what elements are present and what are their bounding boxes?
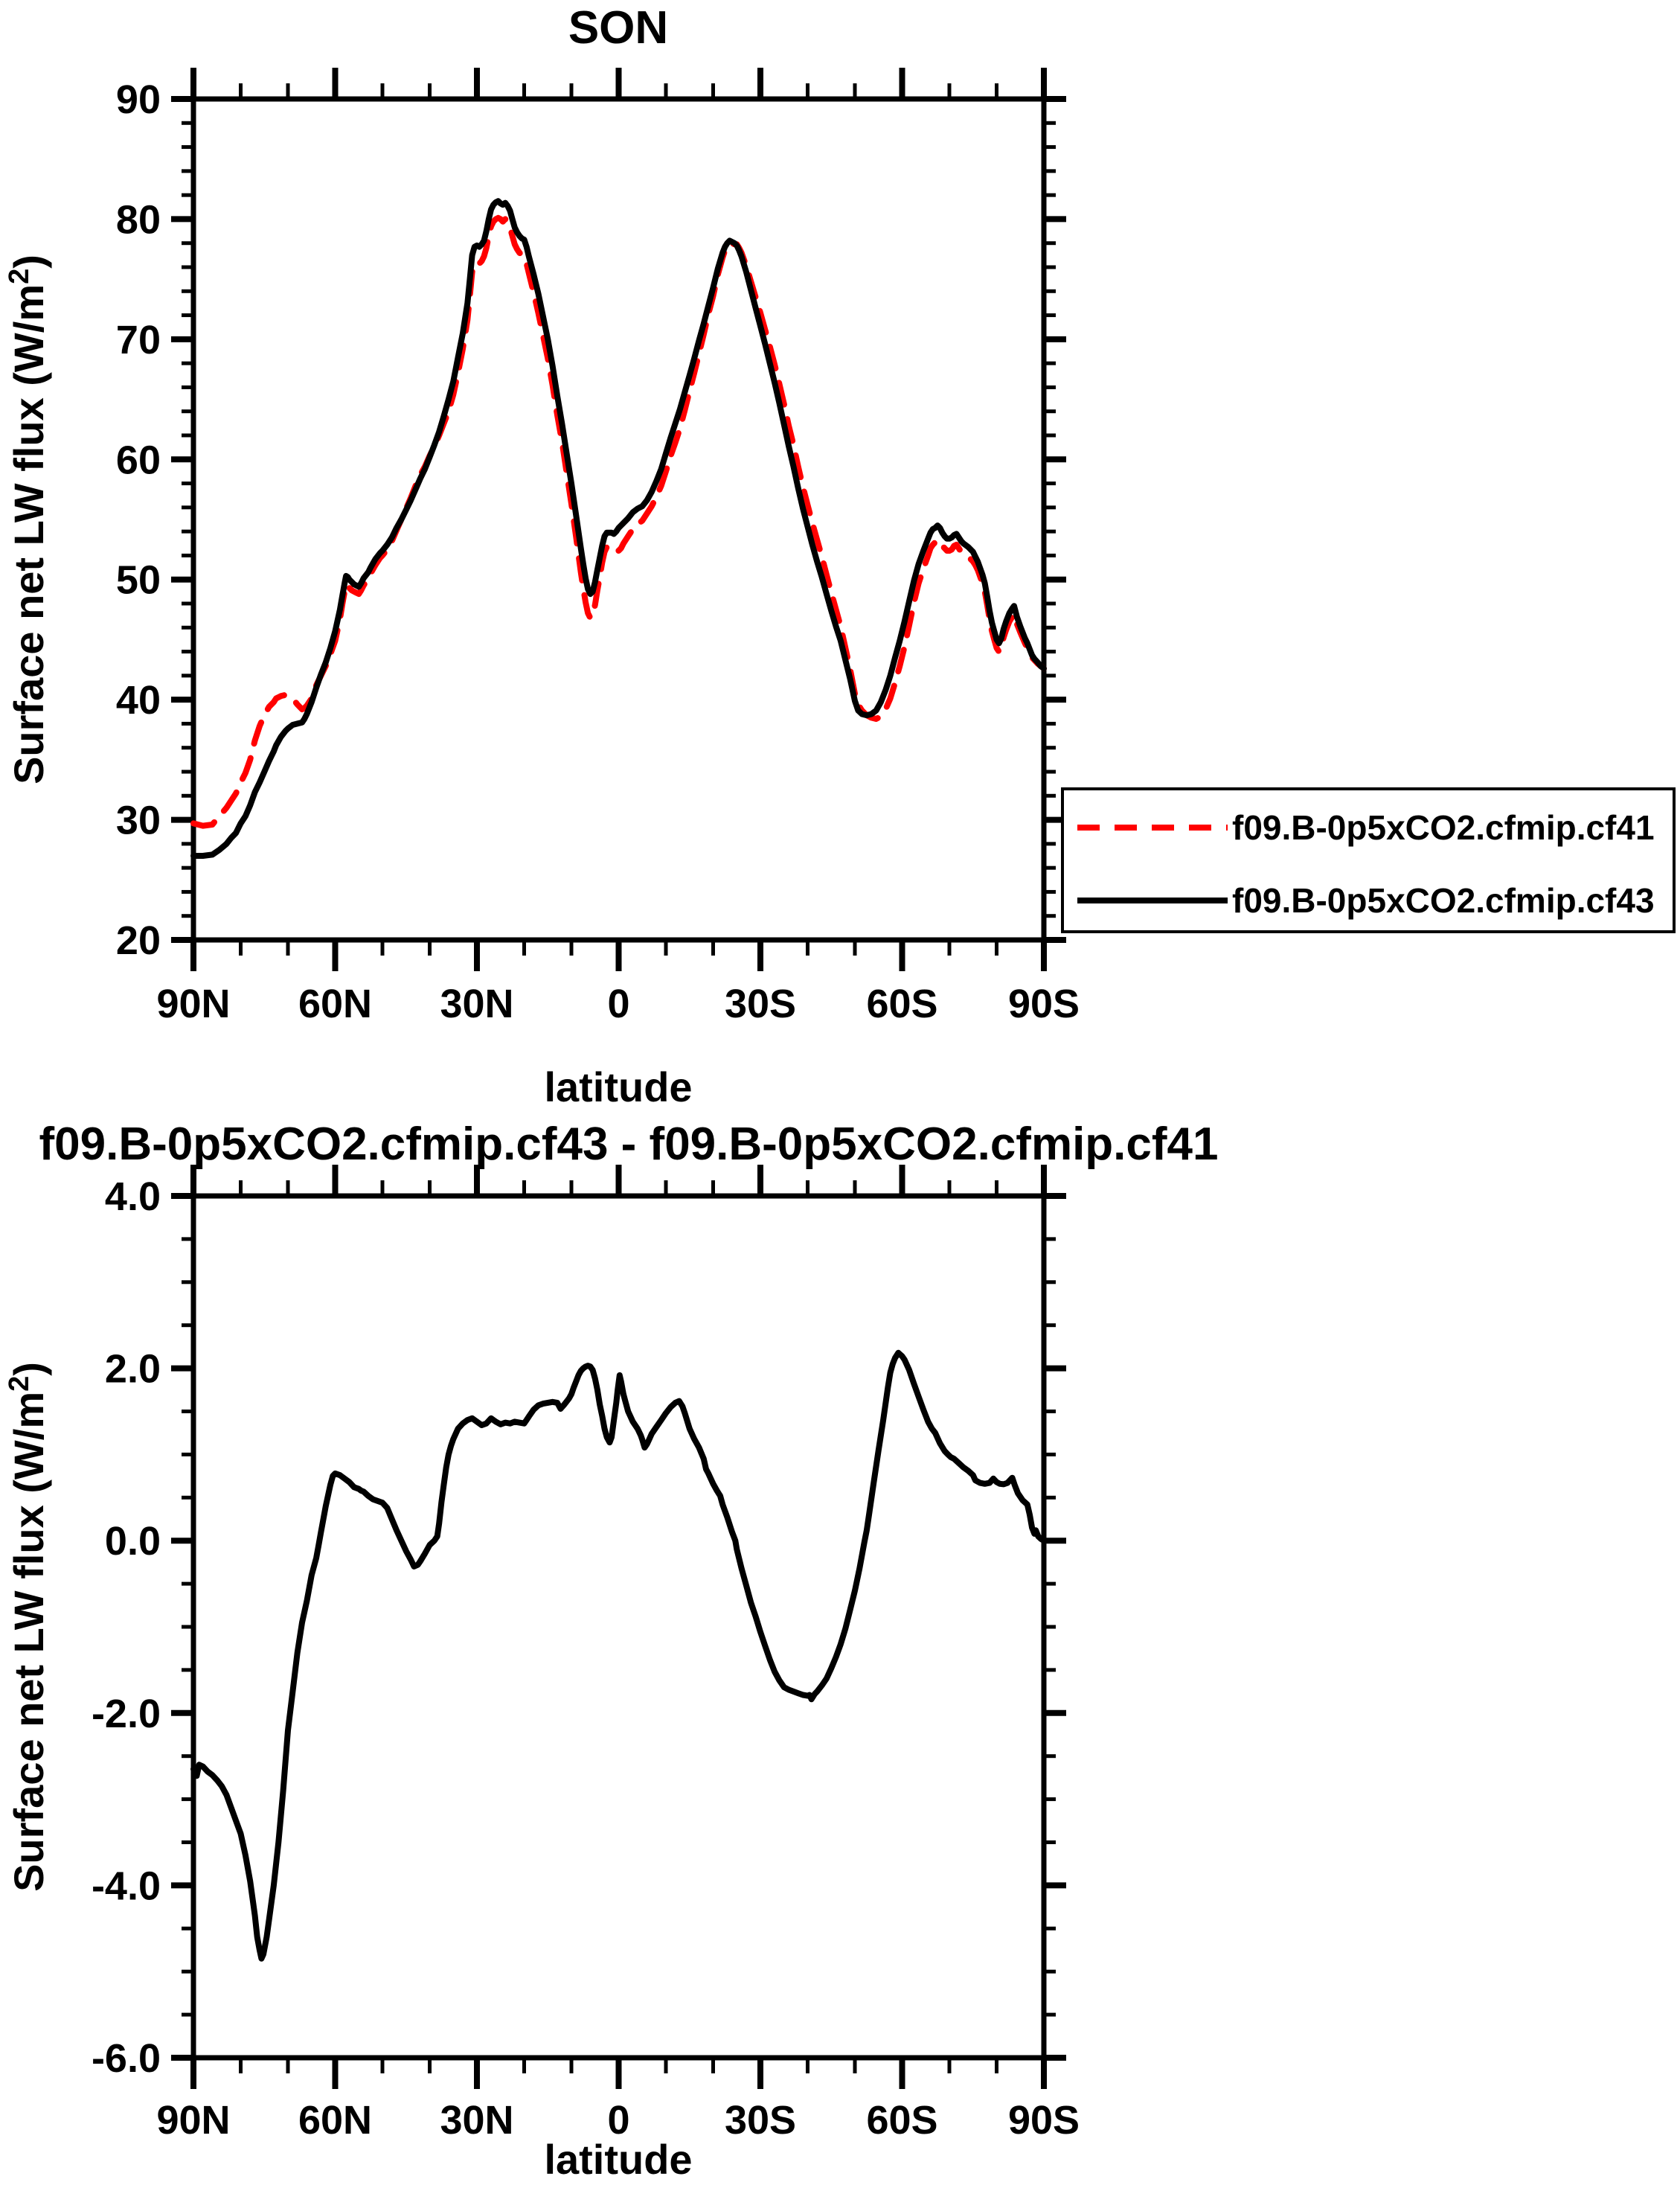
y-axis-title-superscript: 2 [4,269,35,284]
bottom-x-axis-title: latitude [544,2136,692,2183]
x-tick-label: 90N [156,982,230,1026]
bottom-plot-axes: 90N 60N 30N 0 30S 60S 90S -6.0 -4.0 -2.0 0.0 2.0 4.0 [92,1165,1080,2143]
bottom-chart-title: f09.B-0p5xCO2.cfmip.cf43 - f09.B-0p5xCO2… [39,1119,1219,1170]
series-line-dashed [190,214,1047,829]
legend-box [1061,787,1676,933]
y-tick-label: 20 [116,918,161,963]
y-tick-label: 50 [116,558,161,603]
series-line-solid [190,1349,1047,1962]
y-tick-label: 30 [116,799,161,843]
top-plot-series [190,198,1047,859]
y-axis-title-close: ) [5,1362,52,1376]
legend: f09.B-0p5xCO2.cfmip.cf41 f09.B-0p5xCO2.c… [1061,787,1676,933]
plot-frame [190,96,1047,943]
x-tick-label: 30S [725,2098,796,2143]
x-tick-label: 30N [440,2098,513,2143]
y-axis-title-text: Surface net LW flux (W/m [5,284,52,784]
y-tick-label: 0.0 [105,1519,161,1564]
x-tick-label: 30S [725,982,796,1026]
legend-label-cf43: f09.B-0p5xCO2.cfmip.cf43 [1232,881,1655,920]
x-tick-label: 60N [298,982,372,1026]
y-tick-label: 80 [116,197,161,242]
bottom-chart: f09.B-0p5xCO2.cfmip.cf43 - f09.B-0p5xCO2… [4,1119,1219,2183]
y-tick-label: -2.0 [92,1692,161,1736]
x-tick-label: 60N [298,2098,372,2143]
x-tick-label: 90S [1008,2098,1080,2143]
y-tick-label: 4.0 [105,1174,161,1219]
plot-frame [190,1193,1047,2061]
legend-label-cf41: f09.B-0p5xCO2.cfmip.cf41 [1232,808,1655,847]
y-tick-label: 70 [116,318,161,362]
top-plot-axes: 90N 60N 30N 0 30S 60S 90S 20 30 40 50 60 70 80 90 [116,68,1080,1026]
x-tick-label: 60S [866,982,937,1026]
y-tick-label: 60 [116,438,161,482]
y-axis-title-close: ) [5,255,52,269]
x-tick-label: 60S [866,2098,937,2143]
x-tick-label: 90S [1008,982,1080,1026]
bottom-plot-series [190,1349,1047,1962]
y-axis-title-superscript: 2 [4,1376,35,1392]
y-tick-label: 40 [116,678,161,723]
x-tick-label: 0 [607,982,629,1026]
top-chart-title: SON [568,2,668,54]
y-axis-title-text: Surface net LW flux (W/m [5,1392,52,1892]
y-tick-label: -6.0 [92,2036,161,2081]
y-tick-label: 90 [116,77,161,122]
top-y-axis-title: Surface net LW flux (W/m2) [4,255,52,784]
series-line-solid [190,198,1047,859]
top-x-axis-title: latitude [544,1063,692,1110]
y-tick-label: -4.0 [92,1864,161,1908]
x-tick-label: 30N [440,982,513,1026]
x-tick-label: 90N [156,2098,230,2143]
x-tick-label: 0 [607,2098,629,2143]
top-chart: SON Surface net LW flux (W/m2) 90N 60N 30N… [4,2,1676,1110]
bottom-y-axis-title: Surface net LW flux (W/m2) [4,1362,52,1892]
y-tick-label: 2.0 [105,1347,161,1392]
